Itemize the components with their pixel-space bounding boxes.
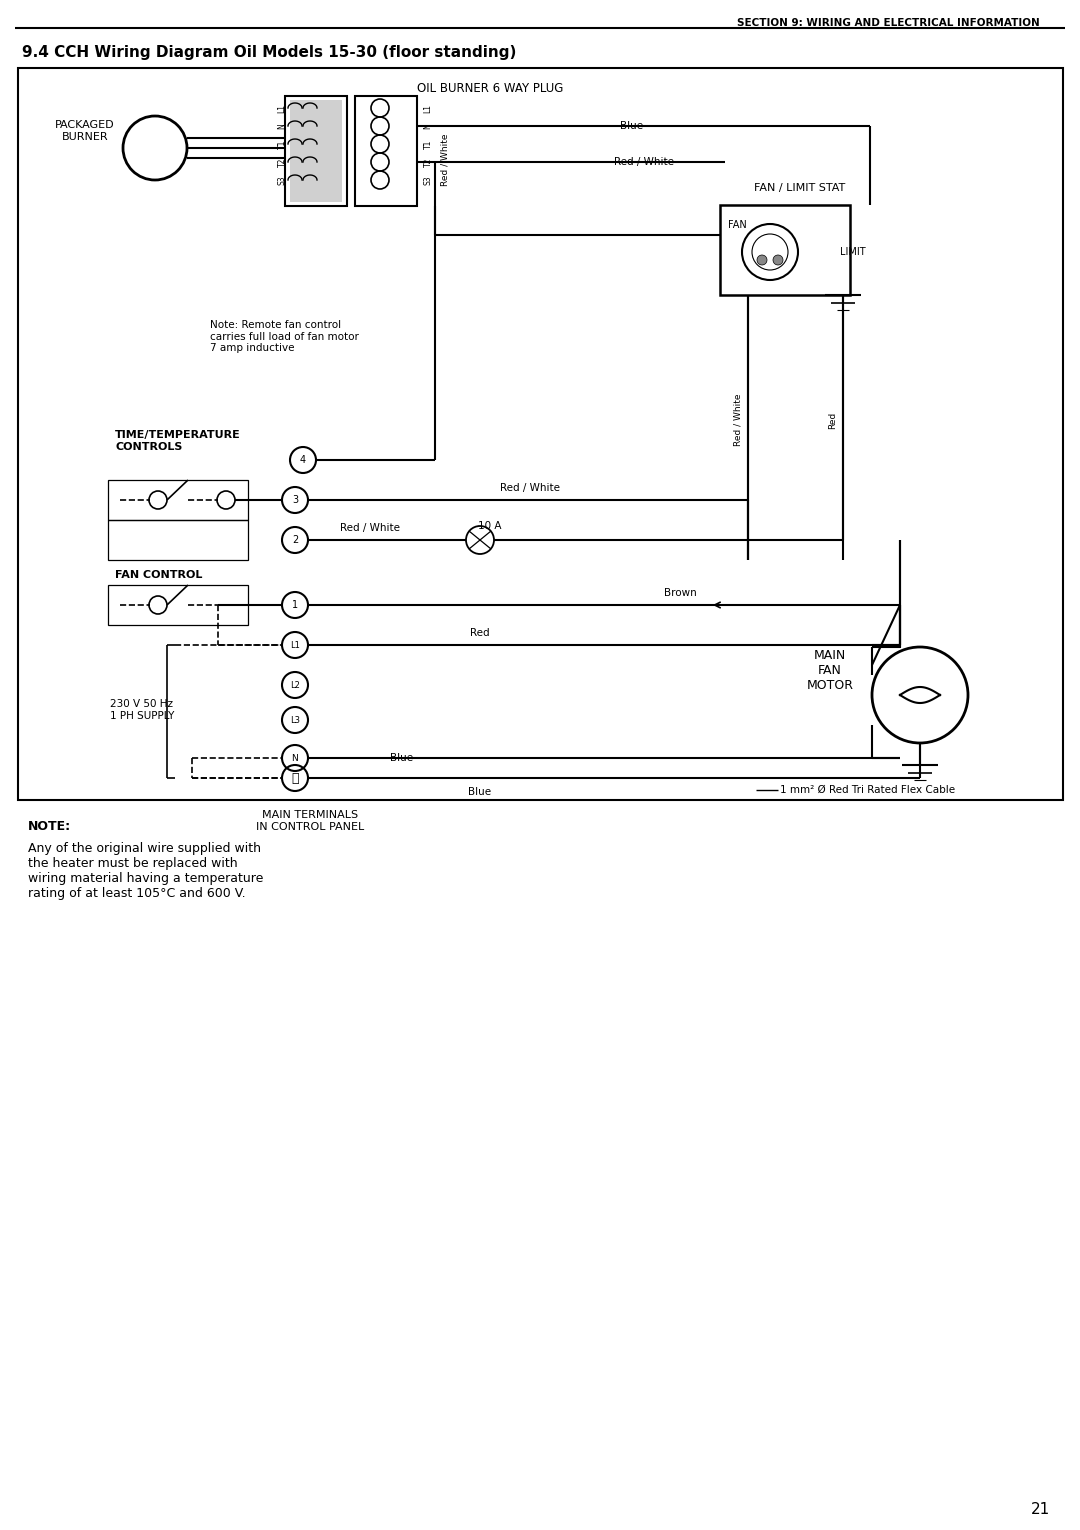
Text: L1: L1 — [278, 104, 286, 113]
Bar — [291, 99, 342, 202]
Bar — [285, 96, 347, 207]
Text: 1: 1 — [292, 600, 298, 610]
Text: L1: L1 — [423, 104, 432, 113]
Bar — [720, 205, 850, 295]
Text: SECTION 9: WIRING AND ELECTRICAL INFORMATION: SECTION 9: WIRING AND ELECTRICAL INFORMA… — [738, 18, 1040, 28]
Bar — [18, 67, 1063, 800]
Text: T2: T2 — [278, 158, 286, 167]
Text: L1: L1 — [291, 641, 300, 650]
Text: Brown: Brown — [663, 588, 697, 598]
Text: Red / White: Red / White — [340, 523, 400, 532]
Bar — [108, 480, 248, 520]
Text: Red / White: Red / White — [733, 393, 743, 447]
Text: Red / White: Red / White — [500, 483, 561, 493]
Text: MAIN
FAN
MOTOR: MAIN FAN MOTOR — [807, 649, 853, 692]
Text: 230 V 50 Hz
1 PH SUPPLY: 230 V 50 Hz 1 PH SUPPLY — [110, 699, 174, 721]
Text: N: N — [278, 122, 286, 129]
Text: 3: 3 — [292, 496, 298, 505]
Text: OIL BURNER 6 WAY PLUG: OIL BURNER 6 WAY PLUG — [417, 83, 563, 95]
Text: 9.4 CCH Wiring Diagram Oil Models 15-30 (floor standing): 9.4 CCH Wiring Diagram Oil Models 15-30 … — [22, 44, 516, 60]
Text: N: N — [423, 122, 432, 129]
Bar — [108, 584, 248, 624]
Text: N: N — [292, 753, 298, 762]
Text: FAN CONTROL: FAN CONTROL — [114, 571, 202, 580]
Text: TIME/TEMPERATURE
CONTROLS: TIME/TEMPERATURE CONTROLS — [114, 430, 241, 451]
Text: FAN: FAN — [728, 220, 746, 230]
Text: 10 A: 10 A — [478, 522, 502, 531]
Text: Red / White: Red / White — [441, 133, 449, 187]
Text: 2: 2 — [292, 536, 298, 545]
Text: FAN / LIMIT STAT: FAN / LIMIT STAT — [754, 184, 846, 193]
Text: NOTE:: NOTE: — [28, 820, 71, 832]
Text: L3: L3 — [291, 716, 300, 725]
Text: MAIN TERMINALS
IN CONTROL PANEL: MAIN TERMINALS IN CONTROL PANEL — [256, 809, 364, 832]
Text: S3: S3 — [423, 176, 432, 185]
Text: Red / White: Red / White — [615, 158, 674, 167]
Text: Red: Red — [470, 627, 490, 638]
Text: 4: 4 — [300, 454, 306, 465]
Text: 1 mm² Ø Red Tri Rated Flex Cable: 1 mm² Ø Red Tri Rated Flex Cable — [780, 785, 955, 796]
Text: S3: S3 — [278, 176, 286, 185]
Text: T1: T1 — [278, 139, 286, 148]
Text: ⏚: ⏚ — [292, 771, 299, 785]
Text: Red: Red — [828, 412, 837, 428]
Bar — [108, 520, 248, 560]
Bar — [355, 96, 417, 207]
Text: Blue: Blue — [390, 753, 414, 763]
Text: LIMIT: LIMIT — [840, 246, 866, 257]
Text: T1: T1 — [423, 139, 432, 148]
Text: PACKAGED
BURNER: PACKAGED BURNER — [55, 119, 114, 142]
Circle shape — [773, 256, 783, 265]
Circle shape — [757, 256, 767, 265]
Text: Blue: Blue — [469, 786, 491, 797]
Text: Note: Remote fan control
carries full load of fan motor
7 amp inductive: Note: Remote fan control carries full lo… — [210, 320, 359, 353]
Text: T2: T2 — [423, 158, 432, 167]
Text: Blue: Blue — [620, 121, 643, 132]
Text: Any of the original wire supplied with
the heater must be replaced with
wiring m: Any of the original wire supplied with t… — [28, 842, 264, 900]
Text: L2: L2 — [291, 681, 300, 690]
Text: 21: 21 — [1030, 1502, 1050, 1518]
